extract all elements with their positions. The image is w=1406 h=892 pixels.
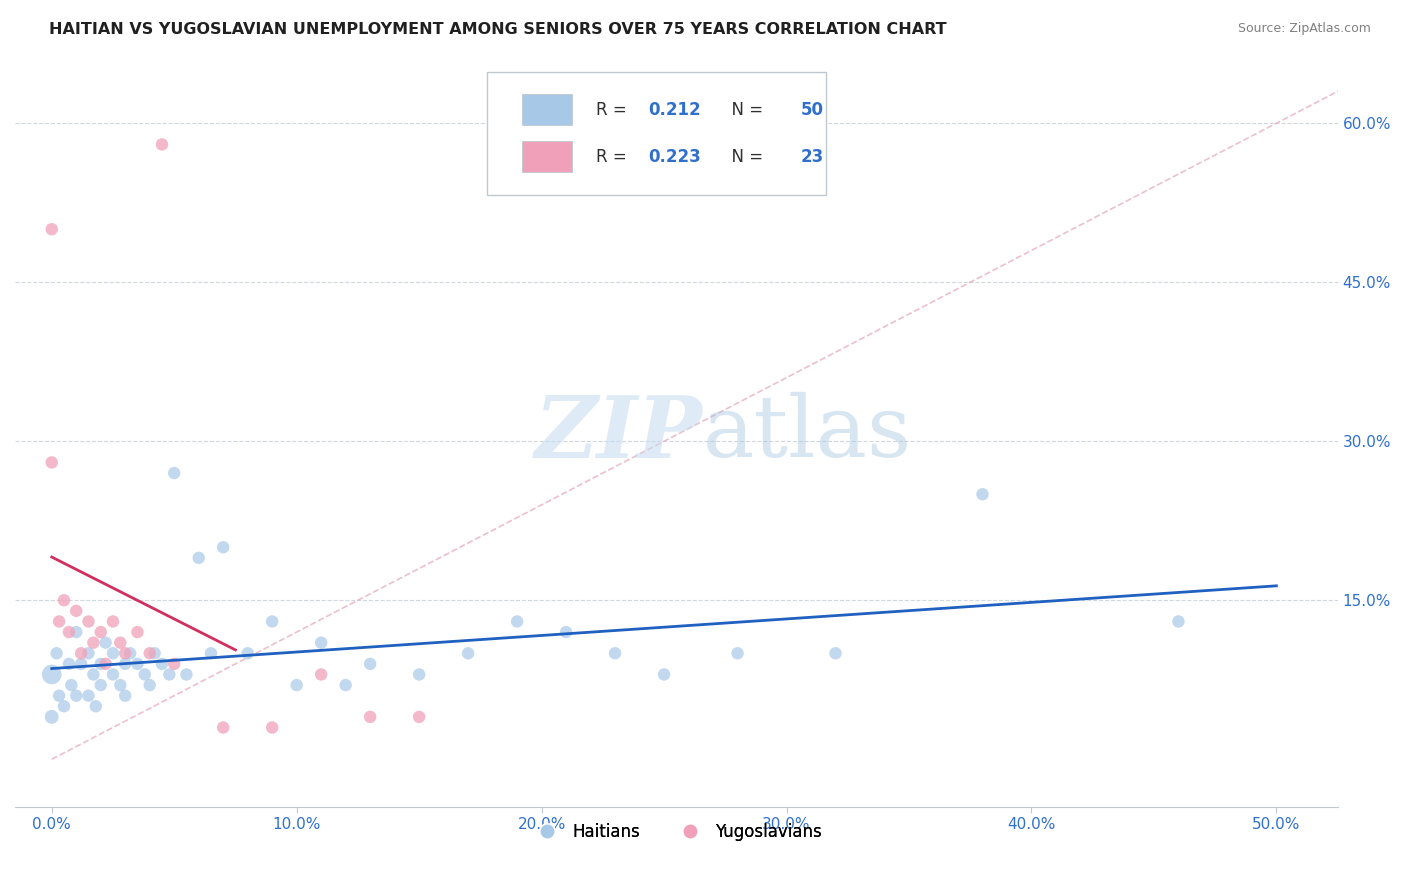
Point xyxy=(212,541,235,555)
Text: R =: R = xyxy=(596,101,631,119)
Point xyxy=(110,635,132,649)
Point xyxy=(114,689,136,703)
Point xyxy=(114,646,136,660)
Point xyxy=(90,657,112,671)
Point xyxy=(138,678,160,692)
Point xyxy=(309,667,332,681)
Point xyxy=(70,646,93,660)
Point xyxy=(90,625,112,640)
Point xyxy=(603,646,626,660)
Point xyxy=(150,137,173,152)
Text: Source: ZipAtlas.com: Source: ZipAtlas.com xyxy=(1237,22,1371,36)
Point xyxy=(143,646,166,660)
Point xyxy=(200,646,222,660)
Point xyxy=(65,604,87,618)
Text: HAITIAN VS YUGOSLAVIAN UNEMPLOYMENT AMONG SENIORS OVER 75 YEARS CORRELATION CHAR: HAITIAN VS YUGOSLAVIAN UNEMPLOYMENT AMON… xyxy=(49,22,946,37)
Text: N =: N = xyxy=(721,101,769,119)
Point xyxy=(120,646,142,660)
Point xyxy=(359,657,381,671)
Text: 50: 50 xyxy=(800,101,824,119)
FancyBboxPatch shape xyxy=(522,94,572,126)
Point xyxy=(824,646,846,660)
Point xyxy=(127,625,149,640)
Point xyxy=(101,646,124,660)
Point xyxy=(101,667,124,681)
Point xyxy=(335,678,357,692)
Point xyxy=(53,593,76,607)
FancyBboxPatch shape xyxy=(522,141,572,172)
Point xyxy=(727,646,749,660)
Point xyxy=(506,615,529,629)
Point xyxy=(262,721,284,735)
Text: 0.223: 0.223 xyxy=(648,148,702,166)
Point xyxy=(285,678,308,692)
Point xyxy=(41,710,63,724)
Point xyxy=(77,646,100,660)
Point xyxy=(70,657,93,671)
Point xyxy=(94,635,117,649)
Point xyxy=(457,646,479,660)
Point xyxy=(77,689,100,703)
Text: atlas: atlas xyxy=(703,392,912,475)
Text: 0.212: 0.212 xyxy=(648,101,702,119)
FancyBboxPatch shape xyxy=(488,72,825,194)
Point xyxy=(53,699,76,714)
Point xyxy=(41,455,63,469)
Point xyxy=(408,710,430,724)
Point xyxy=(157,667,180,681)
Point xyxy=(41,667,63,681)
Point xyxy=(41,222,63,236)
Point xyxy=(652,667,675,681)
Point xyxy=(163,657,186,671)
Point xyxy=(150,657,173,671)
Point xyxy=(359,710,381,724)
Point xyxy=(138,646,160,660)
Point xyxy=(101,615,124,629)
Point xyxy=(84,699,107,714)
Point xyxy=(65,625,87,640)
Point xyxy=(176,667,198,681)
Point xyxy=(110,678,132,692)
Point xyxy=(58,657,80,671)
Point xyxy=(1167,615,1189,629)
Point xyxy=(77,615,100,629)
Point xyxy=(65,689,87,703)
Point xyxy=(163,466,186,480)
Point xyxy=(555,625,578,640)
Point xyxy=(48,615,70,629)
Point xyxy=(94,657,117,671)
Point xyxy=(60,678,83,692)
Point xyxy=(408,667,430,681)
Text: ZIP: ZIP xyxy=(534,392,703,475)
Point xyxy=(45,646,67,660)
Point xyxy=(127,657,149,671)
Point xyxy=(58,625,80,640)
Point xyxy=(262,615,284,629)
Legend: Haitians, Yugoslavians: Haitians, Yugoslavians xyxy=(524,816,828,847)
Point xyxy=(90,678,112,692)
Text: N =: N = xyxy=(721,148,769,166)
Point xyxy=(236,646,259,660)
Point xyxy=(212,721,235,735)
Text: 23: 23 xyxy=(800,148,824,166)
Point xyxy=(187,550,209,565)
Point xyxy=(48,689,70,703)
Point xyxy=(309,635,332,649)
Point xyxy=(82,667,104,681)
Point xyxy=(82,635,104,649)
Point xyxy=(972,487,994,501)
Text: R =: R = xyxy=(596,148,631,166)
Point xyxy=(114,657,136,671)
Point xyxy=(134,667,156,681)
